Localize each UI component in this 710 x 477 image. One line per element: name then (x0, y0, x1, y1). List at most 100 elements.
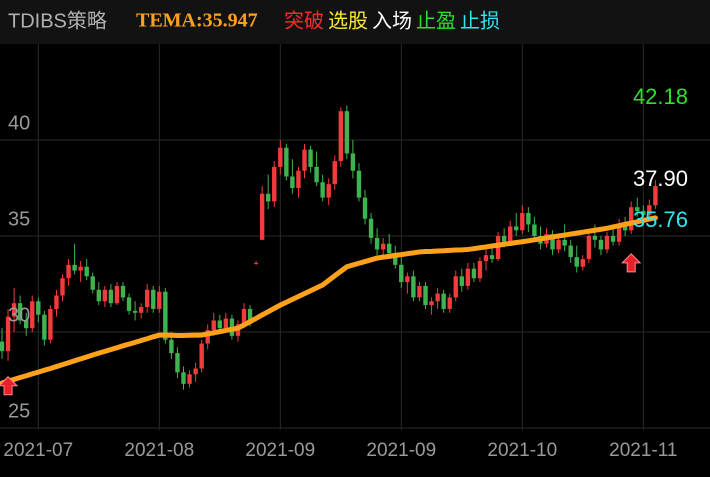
candle-body (326, 184, 331, 198)
header-bar (0, 0, 710, 44)
candle-body (483, 255, 489, 261)
candle-body (423, 285, 428, 306)
candle-body (223, 318, 229, 329)
candle-body (592, 236, 598, 240)
candle-body (314, 166, 319, 183)
candle-body (580, 259, 585, 267)
candle-body (266, 193, 271, 202)
legend-item: TDIBS策略 (8, 9, 107, 32)
candle-body (520, 212, 525, 231)
candle-body (17, 303, 23, 321)
candle-body (72, 264, 77, 271)
candle-body (193, 368, 198, 375)
x-tick-label: 2021-07 (3, 440, 73, 461)
labels: TDIBS策略 TEMA:35.947 突破 选股 入场 止盈 止损 25 30 35 40 2021… (3, 9, 688, 461)
candle-body (145, 289, 150, 308)
candle-body (411, 276, 416, 298)
candle-body (108, 289, 114, 304)
candle-body (435, 293, 440, 302)
y-tick-label: 30 (8, 304, 30, 326)
candle-body (308, 149, 313, 167)
candle-body (417, 285, 422, 298)
candle-body (647, 205, 652, 215)
candle-body (247, 308, 253, 321)
candle-body (132, 310, 138, 313)
candle-body (90, 276, 95, 290)
candle-body (0, 341, 5, 352)
candle-body (157, 291, 162, 309)
candle-body (211, 320, 216, 331)
candle-body (78, 266, 83, 271)
candle-body (387, 243, 392, 254)
candle-body (453, 276, 458, 298)
candle-body (405, 276, 410, 283)
candle-body (393, 253, 398, 265)
y-tick-label: 25 (8, 400, 30, 422)
candle-body (562, 239, 567, 246)
candle-body (66, 264, 71, 279)
candle-body (635, 207, 640, 212)
signal-arrow (620, 253, 642, 273)
candle-body (320, 182, 325, 198)
candle-body (199, 343, 204, 369)
candle-body (459, 276, 464, 286)
level-label: 35.76 (633, 207, 688, 232)
grid (0, 44, 710, 430)
candle-body (508, 226, 513, 242)
candle-body (302, 149, 307, 171)
level-label: 37.90 (633, 166, 688, 191)
candle-body (187, 374, 192, 384)
candle-body (96, 289, 101, 302)
candle-body (169, 339, 174, 354)
candle-body (241, 308, 247, 325)
candle-body (138, 307, 144, 313)
candle-body (48, 308, 53, 340)
candle-body (259, 193, 265, 240)
candle-body (102, 289, 108, 302)
plot (0, 105, 658, 396)
candle-body (616, 224, 622, 242)
x-tick-label: 2021-09 (245, 440, 315, 461)
legend-item: 止盈 (416, 9, 456, 32)
candle-body (30, 301, 35, 329)
candle-body (477, 260, 483, 279)
candle-body (217, 320, 222, 329)
candle-body (11, 303, 17, 317)
candle-body (332, 161, 337, 185)
x-tick-label: 2021-11 (609, 440, 677, 461)
x-tick-label: 2021-10 (487, 440, 557, 461)
candle-body (60, 278, 65, 296)
candle-body (465, 268, 471, 286)
candle-body (556, 239, 561, 250)
y-tick-label: 40 (8, 112, 30, 134)
candle-body (489, 255, 495, 260)
candle-body (356, 170, 362, 198)
candle-body (163, 291, 168, 340)
candle-body (610, 236, 616, 242)
candle-body (447, 297, 452, 309)
candle-body (526, 212, 531, 225)
x-tick-label: 2021-08 (124, 440, 194, 461)
candle-body (290, 176, 295, 188)
candle-body (574, 257, 579, 267)
x-tick-label: 2021-09 (366, 440, 436, 461)
candle-body (501, 236, 507, 242)
candle-body (278, 147, 283, 167)
candle-body (253, 262, 259, 264)
legend-item: 突破 (284, 9, 324, 32)
legend-item: 入场 (372, 9, 412, 32)
candle-body (471, 268, 477, 279)
candle-body (350, 153, 356, 171)
y-tick-label: 35 (8, 208, 30, 230)
candle-body (550, 234, 555, 250)
candle-body (368, 218, 374, 238)
candle-body (120, 285, 126, 298)
candle-body (42, 314, 47, 340)
candle-body (84, 266, 89, 277)
candle-body (36, 301, 41, 315)
candle-body (586, 236, 592, 260)
tema-line (0, 215, 658, 386)
signal-arrow (0, 376, 19, 396)
candle-body (653, 186, 658, 206)
